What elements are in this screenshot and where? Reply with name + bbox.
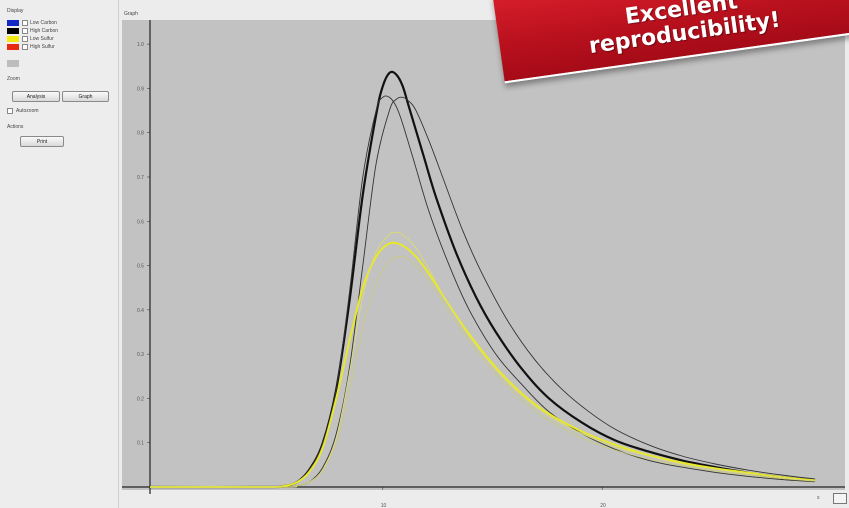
series-line-5 — [149, 231, 816, 488]
y-tick-label: 0.4 — [137, 308, 144, 314]
autozoom-option[interactable]: Autozoom — [7, 108, 39, 114]
legend-item-low-sulfur[interactable]: Low Sulfur — [7, 36, 54, 42]
legend-label: Low Sulfur — [30, 36, 54, 42]
legend-swatch — [7, 36, 19, 42]
x-unit-selector[interactable] — [833, 493, 847, 504]
series-line-6 — [149, 256, 816, 488]
legend-checkbox[interactable] — [22, 28, 28, 34]
x-unit-label: s — [817, 495, 820, 501]
y-tick-label: 0.6 — [137, 219, 144, 225]
x-tick-label: 20 — [600, 503, 606, 508]
y-tick-label: 0.2 — [137, 396, 144, 402]
legend-label: High Sulfur — [30, 44, 55, 50]
y-tick-label: 0.3 — [137, 352, 144, 358]
legend-checkbox[interactable] — [22, 36, 28, 42]
series-line-4 — [149, 241, 816, 489]
series-line-3 — [149, 96, 816, 488]
zoom-analysis-button[interactable]: Analysis — [12, 91, 60, 102]
series-line-2 — [149, 95, 816, 488]
left-panel: Display Low Carbon High Carbon Low Sulfu… — [0, 0, 119, 508]
y-tick-label: 0.1 — [137, 441, 144, 447]
legend-label: Low Carbon — [30, 20, 57, 26]
autozoom-label: Autozoom — [16, 108, 39, 114]
autozoom-checkbox[interactable] — [7, 108, 13, 114]
legend-item-low-carbon[interactable]: Low Carbon — [7, 20, 57, 26]
legend-swatch — [7, 28, 19, 34]
legend-checkbox[interactable] — [22, 44, 28, 50]
actions-heading: Actions — [7, 124, 24, 130]
legend-checkbox[interactable] — [22, 20, 28, 26]
plot-background — [122, 20, 845, 490]
legend-item-high-sulfur[interactable]: High Sulfur — [7, 44, 55, 50]
y-axis-ticks: 0.1 0.2 0.3 0.4 0.5 0.6 0.7 0.8 0.9 1.0 — [137, 42, 150, 447]
legend-swatch — [7, 44, 19, 50]
zoom-heading: Zoom — [7, 76, 20, 82]
y-tick-label: 1.0 — [137, 42, 144, 48]
y-tick-label: 0.5 — [137, 264, 144, 270]
legend-label: High Carbon — [30, 28, 59, 34]
print-button[interactable]: Print — [20, 136, 64, 147]
display-heading: Display — [7, 8, 24, 14]
y-tick-label: 0.7 — [137, 175, 144, 181]
x-axis-ticks: 10 20 — [381, 487, 606, 508]
x-tick-label: 10 — [381, 503, 387, 508]
legend-item-high-carbon[interactable]: High Carbon — [7, 28, 58, 34]
zoom-graph-button[interactable]: Graph — [62, 91, 109, 102]
extra-swatch — [7, 60, 19, 67]
series-group — [149, 70, 816, 489]
y-tick-label: 0.8 — [137, 131, 144, 137]
y-tick-label: 0.9 — [137, 86, 144, 92]
legend-swatch — [7, 20, 19, 26]
graph-label: Graph — [124, 11, 138, 17]
